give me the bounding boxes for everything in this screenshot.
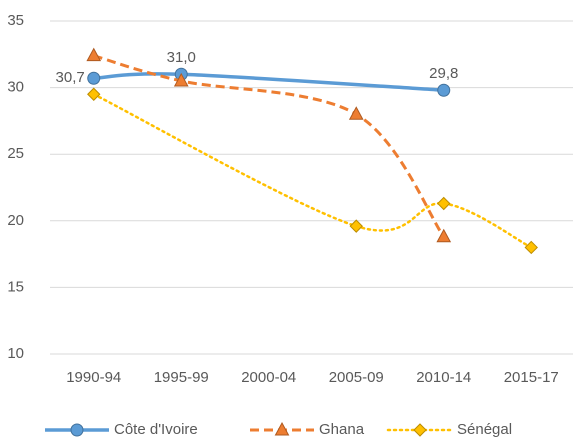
- y-tick-label: 15: [7, 278, 24, 295]
- data-point: [437, 83, 451, 97]
- data-point: [349, 219, 363, 233]
- legend-label: Sénégal: [457, 421, 512, 438]
- data-point: [87, 87, 101, 101]
- legend-marker: [274, 421, 290, 436]
- legend-label: Ghana: [319, 421, 365, 438]
- data-label: 31,0: [167, 49, 196, 66]
- data-point: [436, 228, 452, 243]
- x-tick-label: 2010-14: [416, 369, 471, 386]
- x-tick-label: 1995-99: [154, 369, 209, 386]
- x-tick-label: 2000-04: [241, 369, 296, 386]
- y-tick-label: 25: [7, 145, 24, 162]
- series-line: [93, 54, 445, 238]
- series-line: [92, 93, 533, 249]
- data-label: 29,8: [429, 65, 458, 82]
- legend-marker: [413, 423, 427, 437]
- legend-label: Côte d'Ivoire: [114, 421, 198, 438]
- x-tick-label: 1990-94: [66, 369, 121, 386]
- x-tick-label: 2005-09: [329, 369, 384, 386]
- y-tick-label: 30: [7, 79, 24, 96]
- data-point: [437, 196, 451, 211]
- data-point: [87, 71, 101, 85]
- legend-marker: [70, 423, 84, 437]
- x-tick-label: 2015-17: [504, 369, 559, 386]
- data-point: [86, 47, 102, 62]
- y-tick-label: 20: [7, 212, 24, 229]
- y-tick-label: 10: [7, 345, 24, 362]
- data-point: [348, 106, 364, 120]
- data-point: [173, 72, 189, 87]
- data-label: 30,7: [56, 69, 85, 86]
- y-tick-label: 35: [7, 12, 24, 29]
- data-point: [524, 240, 538, 255]
- series-line: [93, 72, 444, 93]
